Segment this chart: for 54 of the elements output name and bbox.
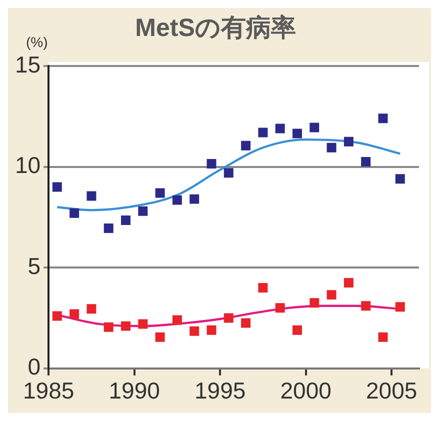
point [206,325,216,335]
point [52,311,62,321]
y-tick-label: 15 [14,51,41,78]
line-series [56,138,402,212]
point [86,304,96,314]
point [138,206,148,216]
point [172,315,182,325]
x-tick-label: 1990 [108,378,160,404]
point [224,313,234,323]
point [310,298,320,308]
point [190,194,200,204]
point [121,321,130,331]
point [104,224,114,234]
point [292,325,302,335]
x-tick-label: 2005 [366,378,418,404]
point [378,332,388,342]
point [155,332,165,342]
point [326,142,336,152]
y-tick-label: 0 [28,354,41,380]
point [121,215,130,225]
point [70,309,80,319]
y-tick-label: 10 [14,152,41,178]
point [344,278,354,288]
x-tick-label: 1995 [194,378,246,404]
point [241,140,251,150]
point [310,122,320,132]
point [275,124,285,134]
point [241,318,251,328]
point [52,182,62,192]
point [275,303,285,313]
y-axis-title: (%) [26,34,48,50]
point [206,159,216,169]
point [70,208,80,218]
point [104,322,114,332]
point [138,319,148,329]
point [155,188,165,198]
chart-title: MetSの有病率 [135,14,296,42]
x-tick-label: 1985 [22,378,74,404]
point [224,168,234,178]
point [395,174,405,184]
point [86,191,96,201]
point [258,128,268,138]
x-tick-label: 2000 [280,378,332,404]
point [361,301,371,311]
point [172,195,182,205]
point [378,114,388,124]
point [258,283,268,293]
point [292,128,302,138]
point [326,290,336,300]
point [395,302,405,312]
point [190,326,200,336]
y-tick-label: 5 [28,252,41,279]
point [344,136,354,146]
point [361,157,371,167]
